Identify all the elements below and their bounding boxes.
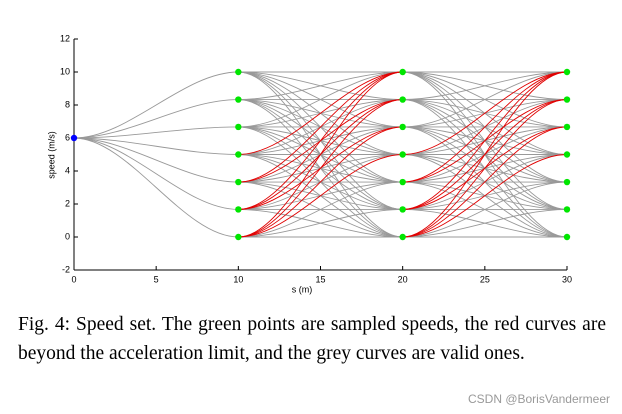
sample-point [563,68,571,76]
speed-curve [402,126,568,210]
sample-point [563,123,571,131]
x-tick-label: 25 [480,274,490,284]
sample-point [399,151,406,158]
speed-curve [402,154,568,238]
y-axis-label: speed (m/s) [46,131,56,179]
speed-curve [402,99,568,183]
sample-point [399,178,406,186]
x-tick-label: 10 [233,274,243,284]
sample-point [235,206,242,213]
speed-curve [73,71,239,139]
y-tick-label: 6 [65,132,70,142]
sample-point [563,178,571,186]
speed-curve [238,99,403,210]
sample-point [235,96,242,103]
sample-point [563,151,571,158]
sample-point [399,233,406,241]
sample-point [399,96,406,103]
y-tick-label: 2 [65,198,70,208]
sample-point [235,233,242,241]
y-tick-label: 12 [60,33,70,43]
start-point [70,134,78,142]
sample-point [235,151,242,158]
sample-point [235,68,242,76]
speed-curve [238,71,403,128]
caption: Fig. 4: Speed set. The green points are … [18,314,606,364]
speed-curve [402,71,568,128]
sample-point [563,233,571,241]
sample-point [399,68,406,76]
speed-curve [73,137,239,155]
x-tick-label: 5 [154,274,159,284]
speed-curve [402,208,568,238]
x-tick-label: 30 [562,274,572,284]
speed-curve [402,99,568,210]
speed-curve [73,126,239,139]
sample-point [235,123,242,131]
speed-curve [73,99,239,139]
speed-curve [238,99,403,183]
sample-point [563,206,571,213]
speed-curve [238,126,403,238]
speed-curve [402,71,568,155]
x-tick-label: 20 [398,274,408,284]
y-tick-label: 10 [60,66,70,76]
y-tick-label: 4 [65,165,70,175]
sample-point [399,123,406,131]
x-tick-label: 0 [71,274,76,284]
x-axis-label: s (m) [292,284,313,294]
speed-curve [238,126,403,210]
speed-curve [238,181,403,238]
speed-curve [402,126,568,238]
sample-point [399,206,406,213]
speed-curve [73,137,239,210]
sample-point [235,178,242,186]
speed-curve [73,137,239,238]
y-tick-label: 0 [65,231,70,241]
speed-curve [402,71,568,101]
x-tick-label: 15 [315,274,325,284]
speed-curve [238,208,403,238]
speed-curve [402,181,568,238]
y-tick-label: 8 [65,99,70,109]
sample-point [563,96,571,103]
speed-curve [238,71,403,101]
speed-curve [73,137,239,183]
speed-curve [238,71,403,183]
speed-curve [238,71,403,155]
speed-curve [402,71,568,183]
watermark: CSDN @BorisVandermeer [467,392,610,406]
y-tick-label: -2 [62,264,70,274]
speed-curve [238,154,403,238]
